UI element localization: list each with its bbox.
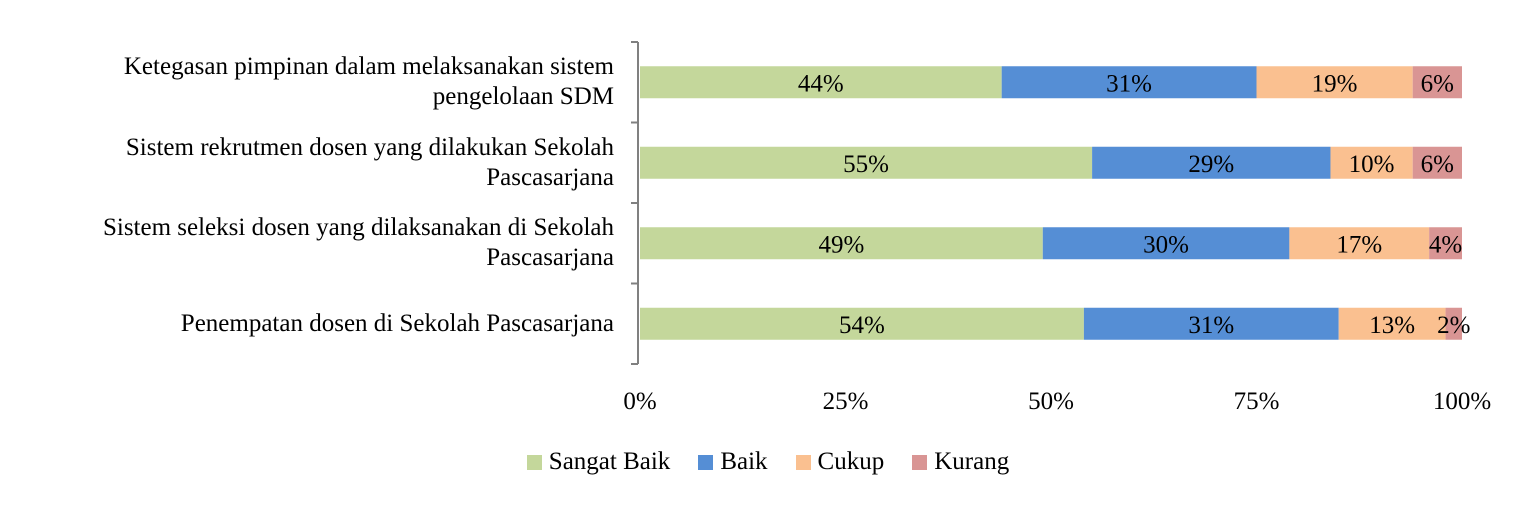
- data-label: 19%: [1312, 70, 1358, 97]
- legend-label: Baik: [720, 448, 768, 475]
- category-label: Sistem seleksi dosen yang dilaksanakan d…: [14, 213, 614, 273]
- data-label: 44%: [798, 70, 844, 97]
- x-tick-label: 50%: [1028, 388, 1074, 415]
- data-label: 31%: [1188, 312, 1234, 339]
- data-label: 49%: [818, 231, 864, 258]
- bar-segment-sangat-baik: [640, 307, 1084, 340]
- x-tick-label: 100%: [1433, 388, 1491, 415]
- category-label-line: Sistem seleksi dosen yang dilaksanakan d…: [102, 214, 614, 242]
- data-label: 13%: [1369, 312, 1415, 339]
- legend-label: Sangat Baik: [548, 448, 671, 475]
- data-label: 30%: [1143, 231, 1189, 258]
- legend-label: Kurang: [934, 448, 1010, 475]
- data-label: 54%: [839, 312, 885, 339]
- category-label-line: Pascasarjana: [486, 163, 614, 191]
- category-label-line: Pascasarjana: [486, 244, 614, 272]
- x-tick-label: 75%: [1234, 388, 1280, 415]
- legend-item: Baik: [698, 448, 768, 476]
- bar-segment-sangat-baik: [640, 227, 1043, 260]
- category-label: Ketegasan pimpinan dalam melaksanakan si…: [14, 52, 614, 112]
- category-label: Penempatan dosen di Sekolah Pascasarjana: [14, 309, 614, 339]
- data-label: 6%: [1421, 70, 1454, 97]
- bar-segment-cukup: [1256, 66, 1413, 99]
- data-label: 6%: [1421, 151, 1454, 178]
- bar-segment-cukup: [1330, 146, 1413, 179]
- category-label-line: Penempatan dosen di Sekolah Pascasarjana: [180, 309, 614, 337]
- data-label: 10%: [1349, 151, 1395, 178]
- legend: Sangat Baik Baik Cukup Kurang: [0, 448, 1536, 476]
- bar-segment-kurang: [1429, 227, 1462, 260]
- bar-segment-kurang: [1412, 66, 1462, 99]
- data-label: 2%: [1437, 312, 1470, 339]
- x-tick-label: 0%: [623, 388, 656, 415]
- data-label: 17%: [1336, 231, 1382, 258]
- category-label-line: Ketegasan pimpinan dalam melaksanakan si…: [123, 53, 614, 81]
- bar-segment-sangat-baik: [640, 146, 1093, 179]
- category-label: Sistem rekrutmen dosen yang dilakukan Se…: [14, 133, 614, 193]
- data-label: 4%: [1429, 231, 1462, 258]
- category-label-line: Sistem rekrutmen dosen yang dilakukan Se…: [125, 133, 614, 161]
- legend-swatch: [526, 454, 542, 470]
- bar-segment-kurang: [1412, 146, 1462, 179]
- bar-segment-baik: [1001, 66, 1257, 99]
- legend-item: Kurang: [912, 448, 1009, 476]
- bar-segment-cukup: [1289, 227, 1430, 260]
- x-tick-label: 25%: [823, 388, 869, 415]
- data-label: 31%: [1106, 70, 1152, 97]
- legend-item: Sangat Baik: [526, 448, 671, 476]
- bar-segment-baik: [1042, 227, 1290, 260]
- bar-segment-baik: [1092, 146, 1331, 179]
- bar-segment-sangat-baik: [640, 66, 1002, 99]
- category-label-line: pengelolaan SDM: [432, 83, 614, 111]
- bar-segment-cukup: [1338, 307, 1446, 340]
- data-label: 29%: [1188, 151, 1234, 178]
- legend-item: Cukup: [795, 448, 885, 476]
- legend-swatch: [698, 454, 714, 470]
- data-label: 55%: [843, 151, 889, 178]
- legend-swatch: [912, 454, 928, 470]
- bar-segment-kurang: [1445, 307, 1462, 340]
- bar-segment-baik: [1083, 307, 1339, 340]
- legend-swatch: [795, 454, 811, 470]
- legend-label: Cukup: [817, 448, 885, 475]
